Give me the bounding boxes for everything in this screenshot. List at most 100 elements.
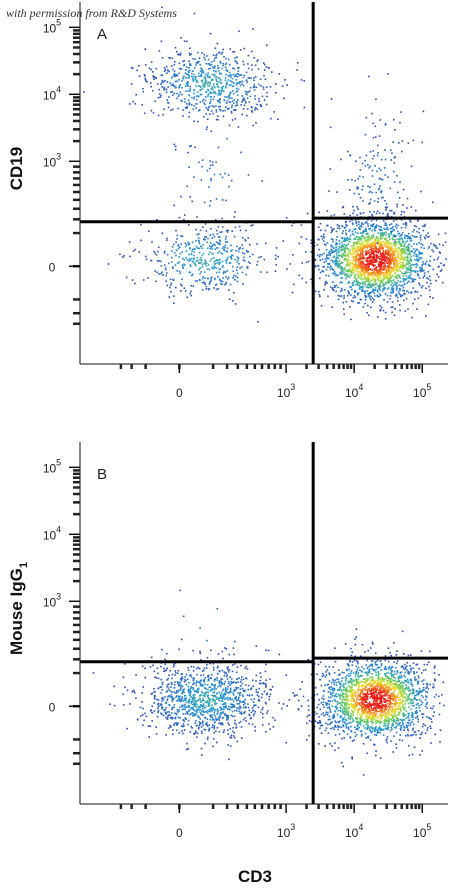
event-dot [202, 692, 204, 694]
event-dot [178, 67, 181, 70]
event-dot [204, 687, 206, 689]
event-dot [364, 165, 367, 167]
event-dot [376, 242, 379, 244]
event-dot [345, 254, 348, 256]
event-dot [381, 234, 383, 237]
event-dot [238, 710, 240, 713]
event-dot [171, 77, 173, 79]
event-dot [334, 263, 336, 265]
event-dot [185, 77, 187, 79]
event-dot [194, 146, 196, 149]
event-dot [355, 160, 357, 162]
event-dot [203, 667, 206, 670]
event-dot [208, 724, 211, 726]
event-dot [201, 52, 203, 54]
event-dot [322, 270, 325, 273]
event-dot [213, 95, 215, 98]
event-dot [224, 241, 227, 243]
event-dot [330, 265, 332, 267]
event-dot [352, 262, 355, 265]
event-dot [368, 265, 370, 268]
event-dot [374, 238, 377, 240]
event-dot [188, 103, 190, 106]
event-dot [414, 270, 417, 272]
event-dot [176, 690, 178, 692]
event-dot [175, 672, 177, 674]
event-dot [255, 688, 258, 691]
event-dot [240, 266, 243, 268]
event-dot [357, 293, 359, 296]
event-dot [406, 240, 409, 242]
event-dot [375, 261, 377, 263]
event-dot [207, 58, 210, 61]
event-dot [341, 232, 344, 234]
event-dot [198, 721, 201, 723]
event-dot [421, 264, 423, 266]
event-dot [192, 108, 195, 111]
event-dot [250, 110, 253, 112]
event-dot [242, 706, 245, 709]
event-dot [371, 242, 373, 244]
event-dot [392, 248, 395, 250]
event-dot [392, 220, 395, 222]
event-dot [201, 100, 204, 102]
event-dot [384, 272, 387, 275]
event-dot [408, 247, 410, 250]
event-dot [245, 102, 247, 104]
event-dot [209, 64, 211, 66]
event-dot [392, 228, 395, 231]
event-dot [236, 276, 239, 279]
event-dot [265, 683, 267, 686]
event-dot [208, 167, 211, 170]
event-dot [408, 269, 411, 271]
event-dot [220, 711, 222, 714]
event-dot [192, 285, 195, 287]
event-dot [337, 294, 339, 297]
event-dot [203, 694, 206, 697]
event-dot [408, 251, 411, 253]
event-dot [345, 220, 347, 223]
event-dot [207, 237, 209, 240]
event-dot [166, 237, 168, 240]
event-dot [238, 708, 241, 710]
event-dot [195, 684, 198, 687]
event-dot [327, 224, 329, 227]
event-dot [359, 156, 361, 159]
event-dot [353, 192, 356, 195]
event-dot [325, 711, 328, 714]
event-dot [158, 246, 160, 249]
event-dot [407, 237, 410, 239]
event-dot [364, 222, 367, 224]
event-dot [314, 290, 317, 293]
event-dot [237, 257, 240, 259]
event-dot [229, 262, 232, 264]
event-dot [345, 238, 347, 241]
event-dot [199, 652, 201, 655]
event-dot [250, 77, 252, 79]
event-dot [225, 281, 227, 284]
event-dot [376, 294, 378, 297]
event-dot [163, 252, 166, 254]
event-dot [230, 244, 232, 247]
event-dot [215, 219, 217, 221]
event-dot [154, 252, 156, 255]
event-dot [351, 245, 353, 247]
event-dot [361, 265, 364, 268]
event-dot [218, 669, 221, 672]
event-dot [163, 67, 166, 69]
event-dot [187, 688, 190, 691]
event-dot [129, 103, 131, 105]
event-dot [204, 223, 207, 225]
event-dot [369, 198, 372, 201]
y-tick-exponent: 4 [56, 524, 61, 534]
event-dot [359, 272, 362, 274]
event-dot [300, 79, 303, 81]
event-dot [217, 64, 219, 67]
event-dot [356, 242, 358, 245]
event-dot [338, 246, 341, 248]
event-dot [141, 104, 143, 106]
event-dot [382, 220, 385, 222]
event-dot [253, 86, 255, 89]
event-dot [429, 279, 432, 282]
event-dot [362, 250, 364, 253]
